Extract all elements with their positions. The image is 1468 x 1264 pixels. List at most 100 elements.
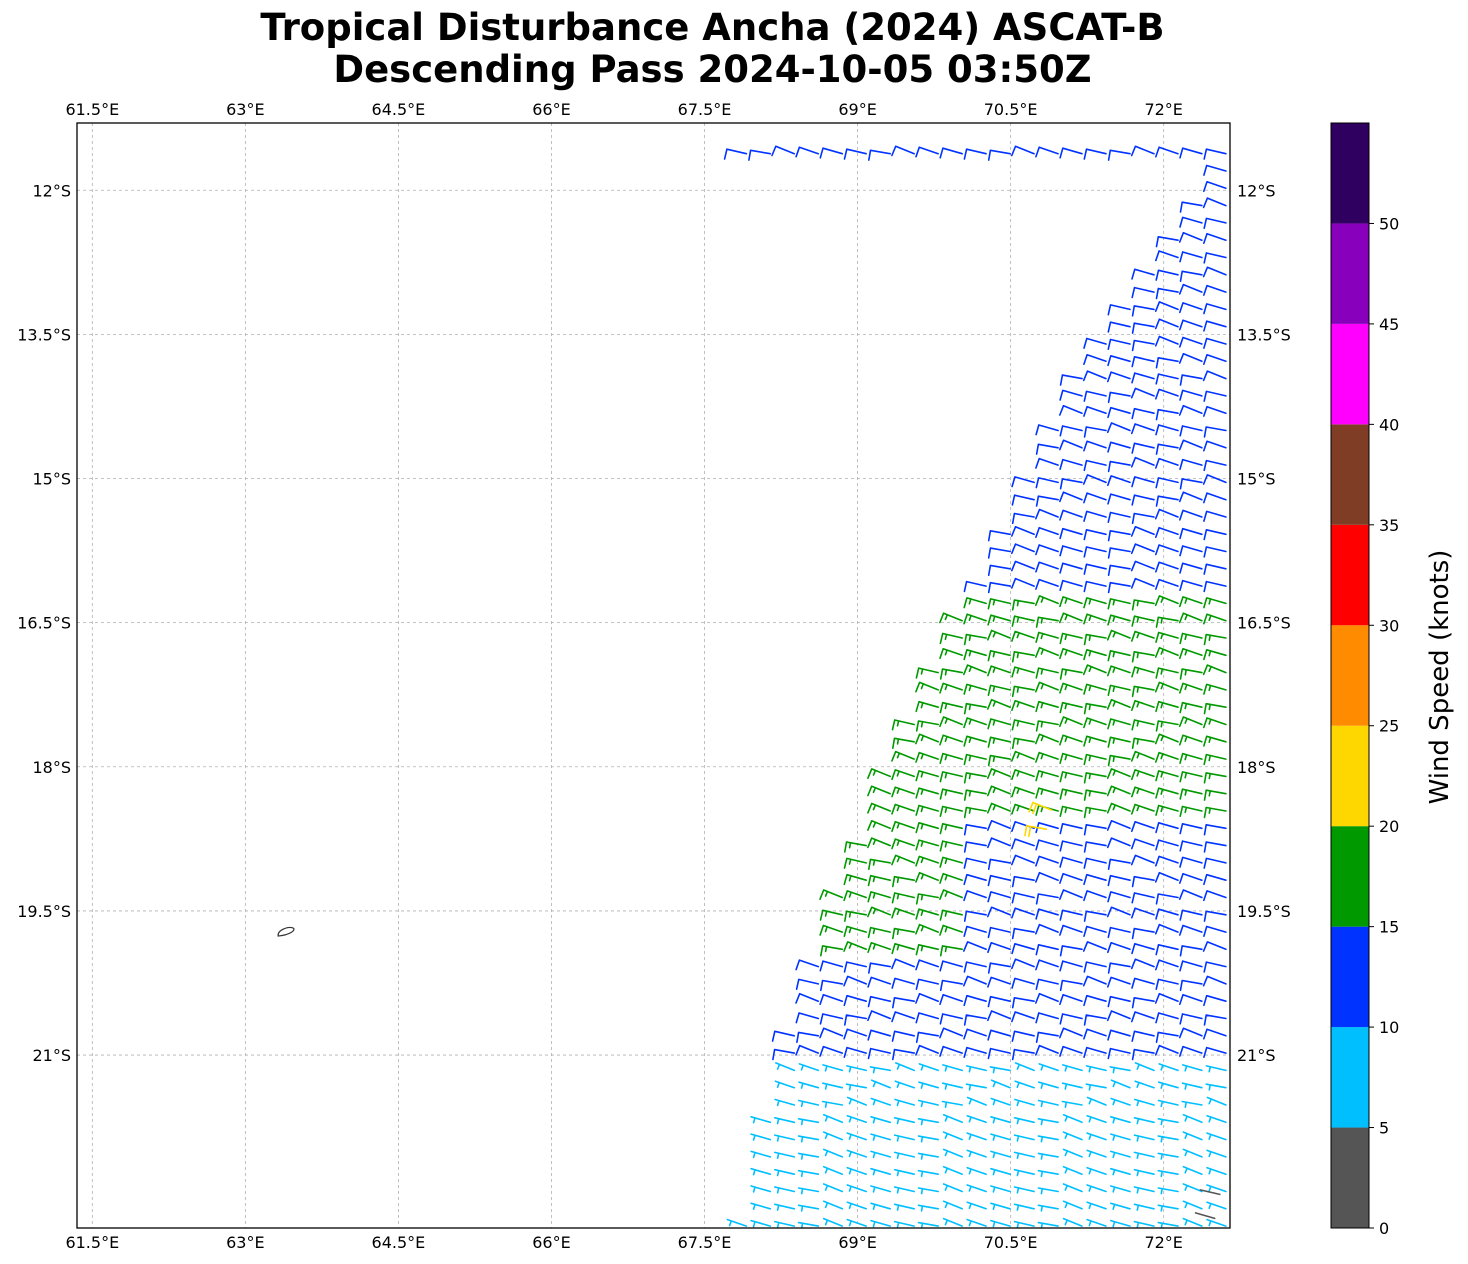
wind-barb	[1059, 856, 1083, 868]
wind-barb	[1203, 303, 1227, 315]
wind-barb	[775, 1062, 796, 1072]
wind-barb	[1203, 181, 1227, 193]
wind-barb	[1035, 804, 1059, 816]
wind-barb	[1131, 1048, 1155, 1061]
lat-tick-label-left: 12°S	[32, 181, 71, 200]
colorbar-segment-3	[1331, 826, 1369, 927]
wind-barb	[1131, 268, 1155, 280]
wind-barb	[963, 789, 987, 801]
wind-barb	[1203, 164, 1227, 176]
wind-barb	[1107, 564, 1131, 576]
wind-barb	[987, 149, 1011, 161]
lon-tick-label-bottom: 66°E	[532, 1233, 570, 1252]
colorbar: 0 5 10 15 20 25 30 35 40 45 50	[1330, 122, 1399, 1238]
wind-barb	[1059, 527, 1083, 540]
wind-barb	[1059, 805, 1083, 817]
wind-barb	[795, 978, 820, 990]
wind-barb	[892, 1048, 915, 1061]
wind-barb	[1130, 145, 1155, 157]
wind-barb	[1107, 926, 1131, 939]
wind-barb	[963, 683, 987, 695]
wind-barb	[1011, 838, 1035, 850]
wind-barb	[1059, 562, 1083, 574]
wind-barb	[798, 1063, 820, 1072]
wind-barb	[846, 1166, 867, 1175]
wind-barb	[1130, 958, 1155, 970]
wind-barb	[774, 1220, 796, 1228]
wind-barb	[1131, 494, 1155, 506]
wind-barb	[867, 926, 891, 939]
wind-barb	[844, 841, 867, 853]
wind-barb	[1107, 371, 1131, 383]
wind-barb	[1062, 1217, 1083, 1227]
wind-barb	[1062, 1183, 1083, 1193]
wind-barb	[1203, 529, 1227, 541]
wind-barb	[1131, 599, 1155, 611]
wind-barb	[1106, 629, 1131, 641]
wind-barb	[1155, 751, 1179, 763]
wind-barb	[1157, 1152, 1179, 1160]
wind-barb	[843, 925, 867, 937]
wind-barb	[1179, 216, 1203, 228]
wind-barb	[987, 942, 1011, 954]
wind-barb	[1131, 1030, 1155, 1042]
wind-barb	[1086, 1166, 1107, 1175]
wind-barb	[963, 613, 987, 625]
wind-barb	[939, 909, 963, 921]
wind-barb	[822, 1217, 844, 1227]
wind-barb	[1083, 702, 1107, 715]
wind-barb	[1199, 1189, 1221, 1196]
wind-barb	[750, 1185, 772, 1193]
wind-barb	[1182, 1200, 1203, 1210]
wind-barb	[1110, 1116, 1131, 1124]
wind-barb	[1083, 890, 1107, 902]
wind-barb	[939, 752, 963, 764]
wind-barb	[1011, 1048, 1035, 1061]
wind-barb	[797, 1135, 820, 1143]
wind-barb	[843, 941, 867, 952]
wind-barb	[1157, 1135, 1179, 1143]
wind-barb	[1155, 1012, 1179, 1024]
lat-tick-label-left: 15°S	[32, 470, 71, 489]
wind-barb	[1083, 649, 1107, 661]
wind-barb	[1179, 478, 1203, 490]
wind-barb	[750, 1167, 772, 1176]
wind-barb	[1155, 616, 1179, 628]
wind-barb	[939, 716, 963, 728]
wind-barb	[819, 1027, 844, 1039]
wind-barb	[990, 1202, 1011, 1210]
wind-barb	[963, 633, 987, 646]
wind-barb	[819, 147, 844, 159]
wind-barb	[1179, 701, 1203, 714]
wind-barb	[1107, 441, 1131, 453]
wind-barb	[915, 893, 939, 905]
wind-barb	[1155, 839, 1179, 851]
wind-barb	[1035, 751, 1059, 763]
wind-barb	[1011, 997, 1035, 1009]
wind-barb	[1107, 391, 1131, 404]
lat-tick-label-right: 15°S	[1237, 470, 1276, 489]
wind-barb	[1194, 1212, 1216, 1220]
wind-barb	[1037, 1118, 1059, 1126]
wind-barb	[939, 924, 963, 936]
wind-barb	[1107, 460, 1131, 473]
wind-barb	[1203, 354, 1227, 365]
wind-barb	[1011, 543, 1035, 555]
wind-barb	[1131, 875, 1155, 888]
wind-barb	[1206, 1166, 1227, 1175]
wind-barb	[1130, 560, 1155, 572]
wind-barb	[990, 1167, 1011, 1176]
wind-barb	[867, 1047, 891, 1060]
wind-barb	[1179, 993, 1203, 1005]
wind-barb	[1178, 404, 1203, 416]
wind-barb	[1059, 491, 1083, 503]
wind-barb	[1037, 1169, 1059, 1178]
wind-barb	[939, 993, 963, 1005]
wind-barb	[987, 650, 1011, 662]
wind-barb	[891, 719, 915, 731]
wind-barb	[1131, 512, 1155, 525]
wind-barb	[1179, 856, 1203, 868]
wind-barb	[1083, 857, 1107, 869]
wind-barb	[726, 1218, 748, 1227]
wind-barb	[798, 1099, 820, 1108]
